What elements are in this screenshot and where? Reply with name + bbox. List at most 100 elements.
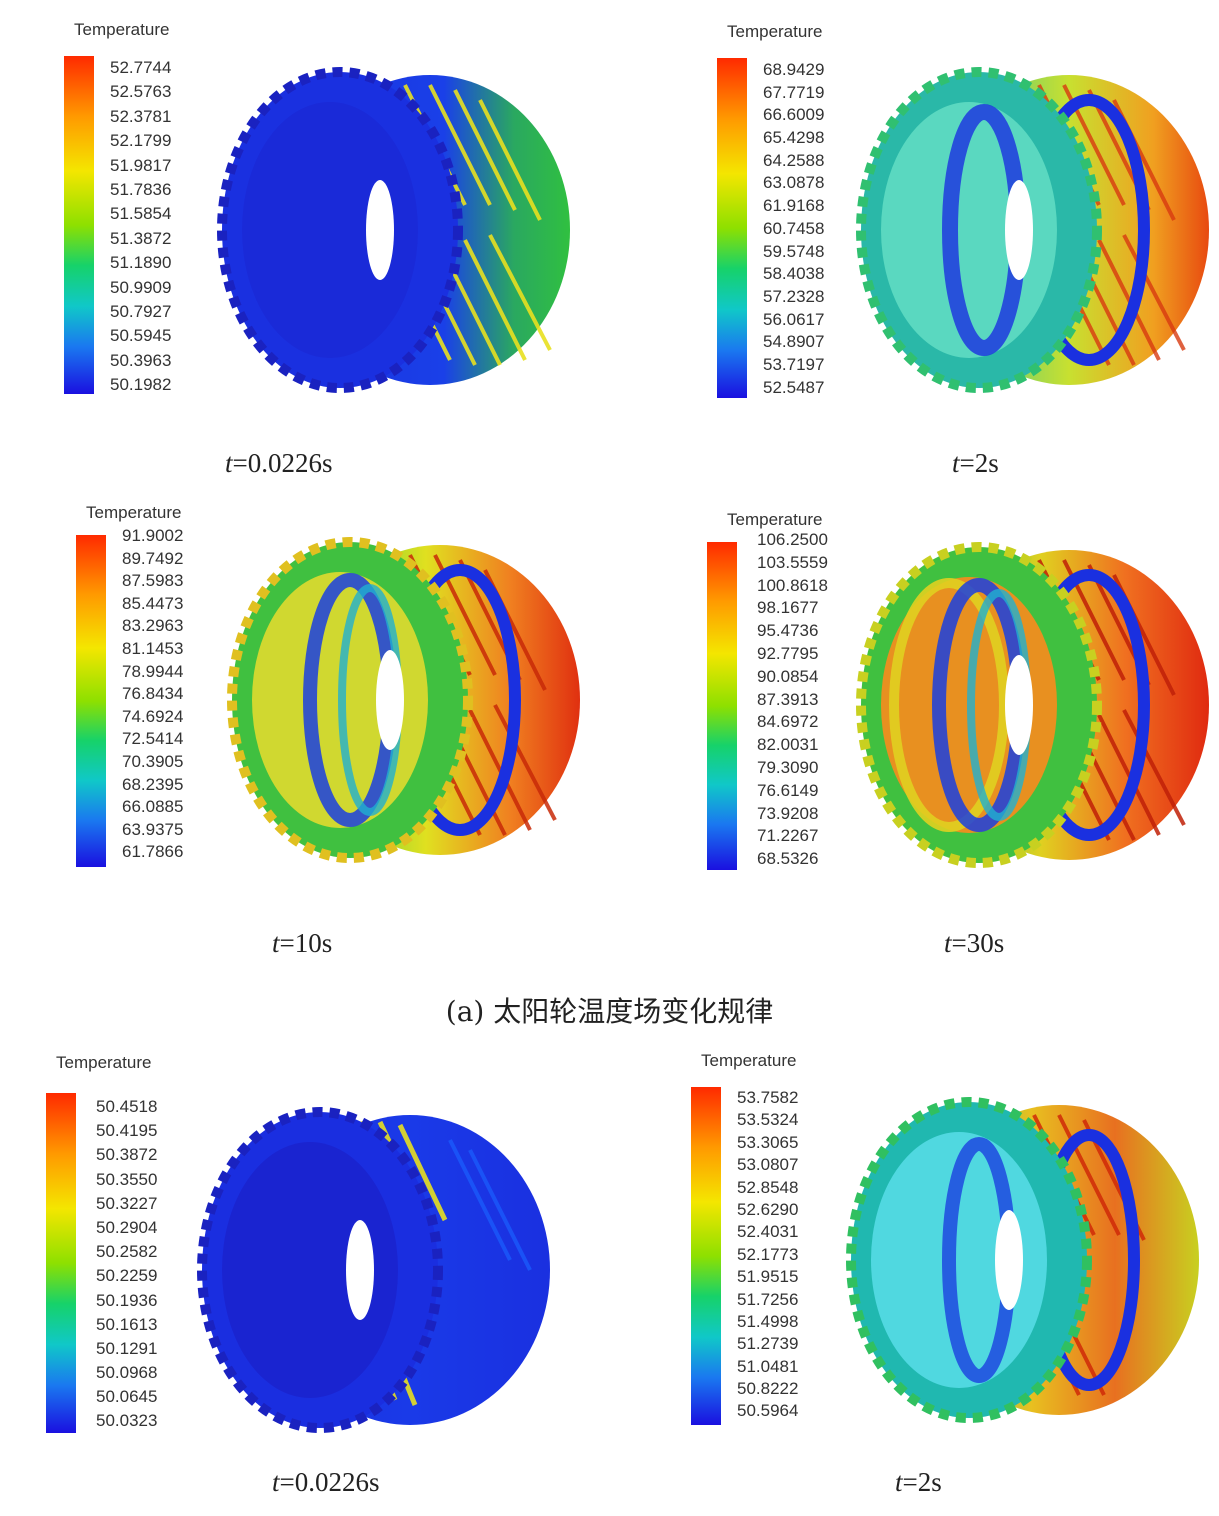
sun-gear-render xyxy=(227,537,580,863)
figure-caption: (a) 太阳轮温度场变化规律 xyxy=(445,995,774,1028)
legend-tick: 60.7458 xyxy=(763,218,825,238)
legend-tick: 68.9429 xyxy=(763,60,825,79)
legend-tick: 51.2739 xyxy=(737,1334,799,1354)
legend-ticks: 52.7744 52.5763 52.3781 52.1799 51.9817 … xyxy=(110,58,171,399)
legend-tick: 52.3781 xyxy=(110,106,172,126)
time-value: =0.0226s xyxy=(279,1467,380,1497)
planet-gear-render xyxy=(197,1107,550,1433)
legend-title: Temperature xyxy=(56,1053,152,1072)
legend-tick: 70.3905 xyxy=(122,751,184,771)
legend-tick: 76.6149 xyxy=(757,780,819,800)
legend-tick: 83.2963 xyxy=(122,616,184,636)
color-bar xyxy=(64,56,94,394)
legend-ticks: 106.2500 103.5559 100.8618 98.1677 95.47… xyxy=(757,530,828,872)
color-bar xyxy=(76,535,106,867)
time-symbol: t xyxy=(944,928,952,958)
time-label: t=2s xyxy=(895,1467,942,1498)
legend-tick: 50.0645 xyxy=(96,1387,158,1407)
legend-tick: 50.0968 xyxy=(96,1363,158,1383)
legend-tick: 106.2500 xyxy=(757,530,828,549)
legend-tick: 50.3872 xyxy=(96,1145,158,1165)
legend-tick: 50.5945 xyxy=(110,326,172,346)
legend-tick: 68.2395 xyxy=(122,774,184,794)
legend-tick: 52.4031 xyxy=(737,1222,799,1242)
legend-tick: 78.9944 xyxy=(122,661,184,681)
legend-tick: 103.5559 xyxy=(757,552,828,572)
legend-tick: 53.0807 xyxy=(737,1155,799,1175)
legend-ticks: 68.9429 67.7719 66.6009 65.4298 64.2588 … xyxy=(763,60,824,400)
legend-tick: 52.1799 xyxy=(110,131,172,151)
legend-tick: 87.3913 xyxy=(757,689,819,709)
legend-tick: 53.7582 xyxy=(737,1088,799,1107)
color-bar xyxy=(691,1087,721,1425)
sun-gear-render xyxy=(856,67,1209,393)
legend-tick: 54.8907 xyxy=(763,332,825,352)
legend-tick: 71.2267 xyxy=(757,826,819,846)
legend-tick: 91.9002 xyxy=(122,526,184,545)
time-symbol: t xyxy=(272,1467,280,1497)
color-bar xyxy=(46,1093,76,1433)
legend-tick: 53.3065 xyxy=(737,1132,799,1152)
legend-title: Temperature xyxy=(727,22,823,41)
legend-tick: 50.9909 xyxy=(110,277,172,297)
legend-tick: 90.0854 xyxy=(757,666,819,686)
legend-title: Temperature xyxy=(701,1051,797,1070)
legend-tick: 51.9515 xyxy=(737,1267,799,1287)
legend-tick: 52.5763 xyxy=(110,82,172,102)
legend-tick: 64.2588 xyxy=(763,150,825,170)
color-bar xyxy=(707,542,737,870)
legend-tick: 100.8618 xyxy=(757,575,828,595)
legend-ticks: 50.4518 50.4195 50.3872 50.3550 50.3227 … xyxy=(96,1097,157,1436)
time-symbol: t xyxy=(952,448,960,478)
planet-gear-render xyxy=(846,1097,1199,1423)
legend-tick: 50.3963 xyxy=(110,350,172,370)
time-label: t=30s xyxy=(944,928,1004,959)
legend-tick: 81.1453 xyxy=(122,638,184,658)
panel-4: Temperature 106.2500 103.5559 100.8618 9… xyxy=(609,495,1219,975)
legend-tick: 50.0323 xyxy=(96,1411,158,1431)
legend-tick: 95.4736 xyxy=(757,621,819,641)
legend-tick: 50.3550 xyxy=(96,1169,158,1189)
legend-tick: 53.5324 xyxy=(737,1110,799,1130)
legend-title: Temperature xyxy=(727,510,823,529)
panel-5: Temperature 50.4518 50.4195 50.3872 50.3… xyxy=(0,1045,609,1516)
legend-tick: 51.4998 xyxy=(737,1311,799,1331)
time-value: =30s xyxy=(951,928,1005,958)
legend-tick: 50.3227 xyxy=(96,1193,158,1213)
legend-title: Temperature xyxy=(74,20,170,39)
legend-tick: 66.0885 xyxy=(122,797,184,817)
panel-3: Temperature 91.9002 89.7492 87.5983 85.4… xyxy=(0,495,609,975)
time-symbol: t xyxy=(895,1467,903,1497)
time-value: =2s xyxy=(902,1467,942,1497)
legend-tick: 58.4038 xyxy=(763,264,825,284)
time-label: t=0.0226s xyxy=(272,1467,380,1498)
legend-tick: 51.3872 xyxy=(110,228,172,248)
legend-tick: 50.1982 xyxy=(110,375,172,395)
time-label: t=10s xyxy=(272,928,332,959)
legend-tick: 50.1936 xyxy=(96,1290,158,1310)
legend-tick: 50.1613 xyxy=(96,1314,158,1334)
legend-tick: 52.5487 xyxy=(763,377,825,397)
legend-tick: 50.2904 xyxy=(96,1217,158,1237)
legend-tick: 51.1890 xyxy=(110,253,172,273)
color-bar xyxy=(717,58,747,398)
time-value: =0.0226s xyxy=(232,448,333,478)
legend-tick: 68.5326 xyxy=(757,849,819,869)
legend-tick: 50.4518 xyxy=(96,1097,158,1116)
legend-tick: 87.5983 xyxy=(122,571,184,591)
panel-6: Temperature 53.7582 53.5324 53.3065 53.0… xyxy=(609,1045,1219,1516)
legend-tick: 73.9208 xyxy=(757,803,819,823)
sun-gear-render xyxy=(856,542,1209,868)
legend-tick: 92.7795 xyxy=(757,643,819,663)
legend-tick: 67.7719 xyxy=(763,82,825,102)
legend-tick: 50.5964 xyxy=(737,1401,799,1421)
legend-tick: 51.0481 xyxy=(737,1356,799,1376)
legend-tick: 51.7256 xyxy=(737,1289,799,1309)
legend-tick: 52.8548 xyxy=(737,1177,799,1197)
time-label: t=0.0226s xyxy=(225,448,333,479)
legend-title: Temperature xyxy=(86,503,182,522)
panel-1: Temperature 52.7744 52.5763 52.3781 52.1… xyxy=(0,0,609,495)
legend-tick: 51.7836 xyxy=(110,179,172,199)
legend-ticks: 91.9002 89.7492 87.5983 85.4473 83.2963 … xyxy=(122,526,183,865)
legend-tick: 61.7866 xyxy=(122,842,184,862)
